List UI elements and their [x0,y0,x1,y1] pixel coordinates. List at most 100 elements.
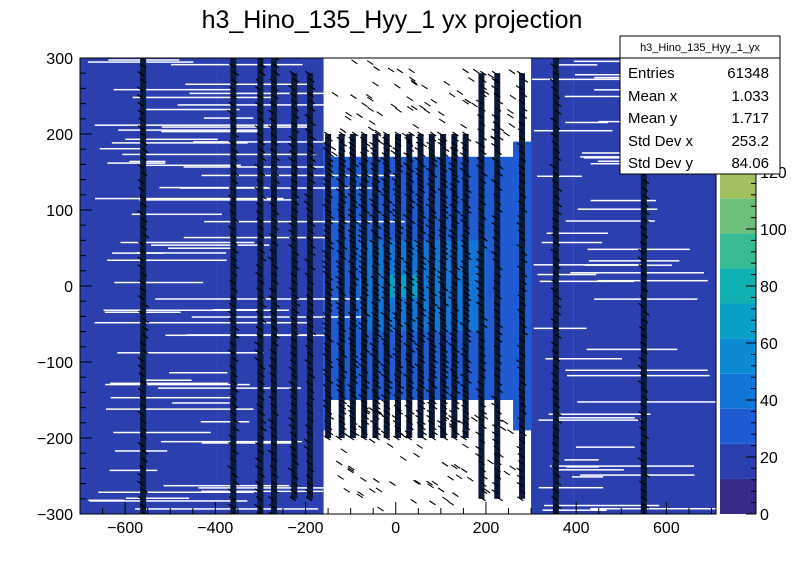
stripe-marker [270,380,278,386]
scatter-marker [400,433,408,439]
stripe-marker [393,157,400,163]
stripe-marker [520,279,527,285]
stripe-marker [477,128,484,134]
stripe-marker [383,265,391,271]
stripe-marker [642,202,649,208]
stripe-marker [419,306,427,312]
stripe-marker [452,347,460,353]
stripe-marker [327,213,334,219]
stripe-column [349,134,356,438]
stripe-marker [303,445,311,451]
stripe-marker [292,294,300,300]
stripe-marker [394,234,402,240]
stripe-marker [441,373,449,379]
stripe-marker [269,248,276,254]
stripe-marker [448,213,456,219]
stripe-marker [478,308,485,314]
stripe-marker [269,356,277,362]
stripe-marker [520,113,528,119]
stripe-marker [335,177,343,183]
stripe-marker [137,480,144,486]
stripe-marker [303,438,311,444]
stripe-marker [449,368,457,374]
stripe-marker [269,78,277,84]
stripe-marker [291,279,298,285]
stripe-marker [397,383,405,389]
stripe-marker [369,198,376,204]
stripe-marker [258,372,265,378]
stripe-marker [381,152,389,158]
stripe-marker [349,234,356,240]
stripe-marker [637,364,645,370]
stripe-marker [461,404,468,410]
stripe-marker [442,146,450,152]
palette-tick-label: 40 [760,393,778,410]
stripe-marker [359,301,367,307]
stripe-marker [391,177,399,183]
stripe-marker [337,316,345,322]
stripe-marker [405,208,413,214]
stripe-marker [335,435,343,441]
stripe-marker [416,270,423,276]
stripe-marker [307,395,315,401]
stripe-marker [290,186,297,192]
stripe-marker [269,349,277,355]
stripe-marker [453,208,461,214]
stripe-marker [518,388,525,394]
stripe-marker [386,322,393,328]
x-tick-label: 200 [473,520,500,537]
stripe-marker [381,203,389,209]
stripe-marker [476,157,484,163]
stripe-marker [436,420,444,426]
scatter-marker [497,126,505,132]
y-tick-label: −300 [37,507,73,524]
stripe-marker [460,219,467,225]
stripe-marker [348,152,356,158]
stripe-marker [385,198,393,204]
stripe-marker [463,363,470,369]
scatter-marker [394,83,401,89]
stripe-marker [306,323,314,329]
stripe-marker [637,256,645,262]
stripe-marker [551,349,559,355]
stripe-marker [495,294,502,300]
scatter-marker [490,135,497,141]
stripe-marker [373,425,381,431]
stripe-marker [372,306,379,312]
stripe-marker [491,489,499,495]
scatter-marker [368,120,376,126]
scan-gap [193,141,364,143]
stripe-marker [272,225,279,231]
stripe-marker [259,70,266,76]
stripe-marker [480,409,487,415]
stripe-marker [293,265,300,271]
stripe-marker [373,296,381,302]
stripe-marker [480,323,488,329]
stripe-marker [325,394,333,400]
stripe-marker [229,86,236,92]
scatter-marker [501,419,509,425]
stripe-marker [290,395,297,401]
x-tick-label: −400 [197,520,233,537]
stripe-marker [227,109,234,115]
stripe-marker [553,356,561,362]
stripe-marker [371,255,379,261]
stripe-marker [290,323,298,329]
stripe-marker [259,302,267,308]
stripe-marker [441,368,449,374]
stripe-marker [140,225,148,231]
stripe-marker [426,409,434,415]
stripe-marker [550,341,558,347]
stripe-marker [348,208,355,214]
stripe-marker [492,438,499,444]
stripe-marker [141,349,149,355]
stripe-marker [551,496,558,502]
stripe-marker [339,409,347,415]
stripe-marker [363,208,370,214]
stripe-marker [382,291,390,297]
stripe-marker [518,460,525,466]
stripe-marker [419,332,426,338]
stripe-marker [359,296,367,302]
stripe-marker [306,380,313,386]
